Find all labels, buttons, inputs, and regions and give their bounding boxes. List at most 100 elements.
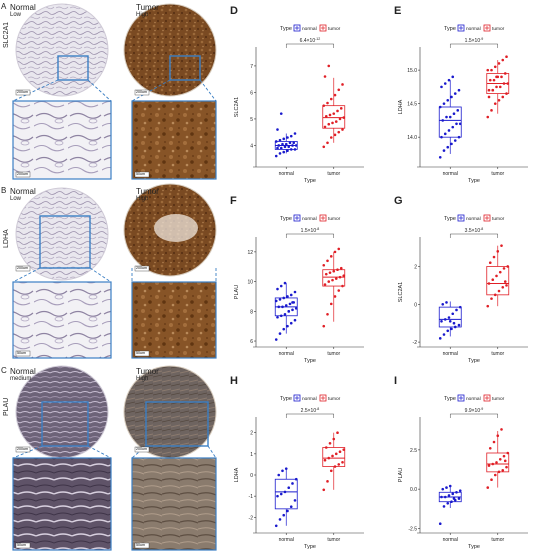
scale-bar-tumor-zoom: 50um <box>136 351 145 355</box>
data-point <box>336 431 339 434</box>
legend-key-normal <box>457 24 465 32</box>
data-point <box>278 518 282 521</box>
points-tumor <box>322 431 346 492</box>
boxplot-panel-f: F Type normal tumor 1.5×10-8 6 8 10 12 PLAU normal… <box>230 195 364 364</box>
data-point <box>287 310 291 313</box>
data-point <box>338 275 342 279</box>
data-point <box>455 308 458 312</box>
data-point <box>502 82 506 85</box>
y-tick-label: 10 <box>247 280 253 286</box>
points-normal <box>274 112 298 158</box>
x-tick-label: normal <box>443 537 458 543</box>
data-point <box>282 327 286 331</box>
data-point <box>278 152 282 155</box>
data-point <box>274 299 278 303</box>
data-point <box>501 58 505 62</box>
normal-level-label: Low <box>10 196 22 202</box>
points-normal <box>438 484 462 526</box>
legend-title: Type <box>444 396 456 402</box>
x-tick-label: tumor <box>327 537 340 543</box>
box-iqr <box>322 447 346 467</box>
data-point <box>445 486 448 489</box>
legend-key-tumor <box>319 24 327 32</box>
data-point <box>283 281 287 285</box>
data-point <box>279 146 283 150</box>
data-point <box>339 107 343 110</box>
ihc-row-b <box>12 183 217 359</box>
x-axis-title: Type <box>304 358 316 364</box>
y-tick-label: -2.5 <box>408 526 417 532</box>
y-tick-label: 0.0 <box>410 487 417 493</box>
data-point <box>487 282 491 285</box>
y-axis: -2 -1 0 1 2 <box>249 417 257 533</box>
data-point <box>453 92 457 95</box>
data-point <box>448 484 452 488</box>
data-point <box>488 78 492 82</box>
data-point <box>341 461 344 464</box>
data-point <box>496 250 500 253</box>
legend-key-tumor <box>483 394 491 402</box>
box-tumor <box>486 245 510 307</box>
data-point <box>289 321 293 325</box>
legend-key-normal <box>293 24 301 32</box>
legend-label-normal: normal <box>466 396 481 402</box>
data-point <box>326 259 329 263</box>
scale-bar-tumor-overview: 200um <box>136 447 147 451</box>
data-point <box>448 115 452 119</box>
data-point <box>447 316 451 319</box>
x-axis-title: Type <box>468 544 480 550</box>
data-point <box>327 280 331 283</box>
significance-bracket: 1.5×10-9 <box>449 37 499 48</box>
legend: Type normal tumor <box>280 214 341 222</box>
data-point <box>276 146 279 150</box>
gene-label-b: LDHA <box>3 229 10 248</box>
data-point <box>336 109 339 113</box>
box-tumor <box>322 432 346 490</box>
x-tick-label: normal <box>279 171 294 177</box>
data-point <box>446 329 450 333</box>
data-point <box>446 98 450 102</box>
x-tick-label: tumor <box>327 351 340 357</box>
data-point <box>282 513 286 517</box>
data-point <box>334 452 338 456</box>
data-point <box>440 135 443 139</box>
legend-title: Type <box>280 396 292 402</box>
data-point <box>458 489 462 493</box>
data-point <box>487 464 491 467</box>
data-point <box>495 85 498 89</box>
box-iqr <box>486 266 510 296</box>
panel-letter: I <box>394 375 397 387</box>
legend-title: Type <box>280 216 292 222</box>
data-point <box>284 142 288 146</box>
data-point <box>283 490 287 494</box>
data-point <box>450 500 453 504</box>
data-point <box>506 451 510 455</box>
panel-letter-c: C <box>1 366 7 375</box>
y-tick-label: 2 <box>414 264 417 270</box>
data-point <box>332 269 336 273</box>
data-point <box>502 267 506 270</box>
data-point <box>331 278 334 282</box>
data-point <box>503 459 507 463</box>
data-point <box>458 305 462 309</box>
data-point <box>341 83 344 86</box>
data-point <box>447 129 451 132</box>
x-axis: normal tumor Type <box>417 166 528 184</box>
data-point <box>495 274 498 278</box>
bracket-line <box>285 413 335 418</box>
data-point <box>332 112 336 115</box>
data-point <box>327 456 331 460</box>
data-point <box>501 468 505 472</box>
data-point <box>294 307 298 310</box>
data-point <box>288 141 292 145</box>
legend-key-normal <box>293 214 301 222</box>
data-point <box>279 284 283 288</box>
data-point <box>498 85 502 89</box>
data-point <box>337 289 341 292</box>
points-normal <box>274 467 298 528</box>
data-point <box>457 88 461 92</box>
data-point <box>342 116 346 119</box>
data-point <box>339 266 343 270</box>
y-axis: -2.5 0.0 2.5 <box>408 417 421 533</box>
data-point <box>453 139 457 142</box>
